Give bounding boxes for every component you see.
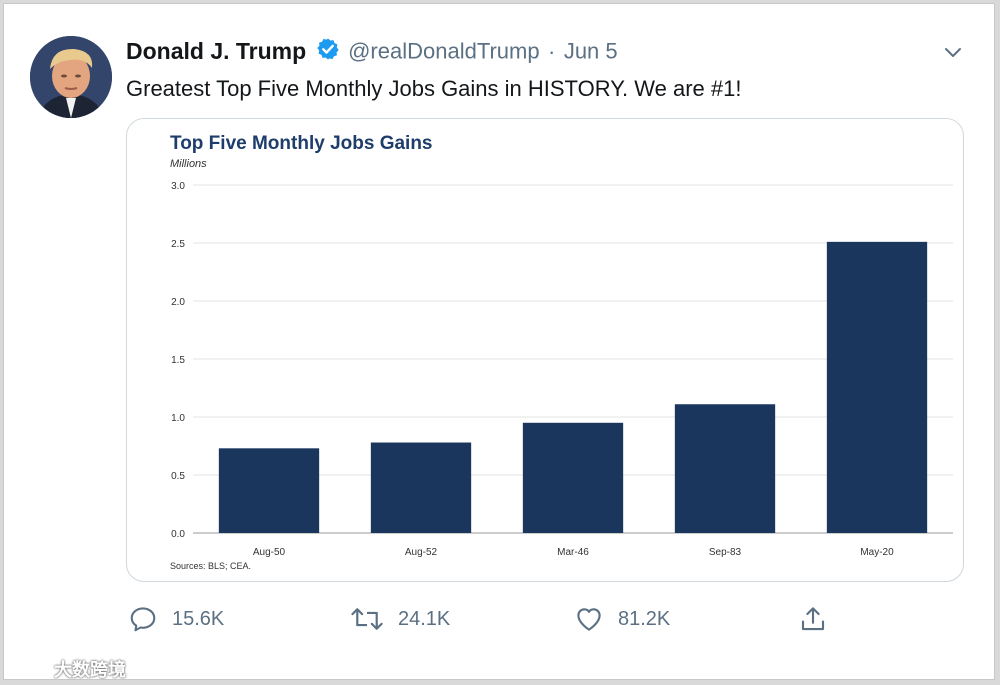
share-button[interactable] bbox=[798, 601, 828, 637]
retweet-count: 24.1K bbox=[398, 607, 451, 630]
user-handle[interactable]: @realDonaldTrump bbox=[348, 38, 540, 64]
chart-source: Sources: BLS; CEA. bbox=[170, 561, 252, 571]
share-icon bbox=[801, 607, 825, 631]
tweet-date[interactable]: Jun 5 bbox=[563, 38, 618, 64]
x-tick-label: Aug-52 bbox=[405, 547, 438, 558]
y-tick-label: 2.0 bbox=[171, 297, 185, 308]
watermark: 大数跨境 bbox=[12, 656, 126, 680]
retweet-button[interactable]: 24.1K bbox=[350, 601, 450, 637]
bar-aug-50 bbox=[218, 448, 320, 533]
bar-may-20 bbox=[826, 241, 928, 533]
tweet-actions: 15.6K 24.1K 81.2K bbox=[4, 601, 994, 641]
tweet-text: Greatest Top Five Monthly Jobs Gains in … bbox=[126, 76, 742, 101]
verified-badge-icon bbox=[316, 37, 340, 66]
reply-count: 15.6K bbox=[172, 607, 225, 630]
x-tick-label: Aug-50 bbox=[253, 547, 286, 558]
y-tick-label: 0.0 bbox=[171, 529, 185, 540]
y-tick-label: 3.0 bbox=[171, 181, 185, 192]
chart-y-unit: Millions bbox=[170, 158, 207, 170]
retweet-icon bbox=[351, 608, 383, 630]
x-tick-label: May-20 bbox=[860, 547, 894, 558]
chart-title: Top Five Monthly Jobs Gains bbox=[170, 133, 433, 154]
display-name[interactable]: Donald J. Trump bbox=[126, 38, 307, 64]
like-count: 81.2K bbox=[618, 607, 671, 630]
reply-button[interactable]: 15.6K bbox=[128, 601, 224, 637]
x-tick-label: Mar-46 bbox=[557, 547, 589, 558]
tweet-header: Donald J. Trump @realDonaldTrump · Jun 5 bbox=[126, 37, 618, 66]
y-tick-label: 2.5 bbox=[171, 239, 185, 250]
chart-card[interactable]: 0.0 0.5 1.0 1.5 2.0 2.5 3.0 Aug-50 Aug-52 Mar-46 S… bbox=[126, 118, 964, 582]
header-separator: · bbox=[548, 38, 556, 64]
bar-mar-46 bbox=[522, 422, 624, 533]
like-button[interactable]: 81.2K bbox=[574, 601, 670, 637]
avatar-image bbox=[30, 36, 112, 118]
avatar[interactable] bbox=[30, 36, 112, 118]
y-tick-label: 1.0 bbox=[171, 413, 185, 424]
y-tick-label: 1.5 bbox=[171, 355, 185, 366]
bar-aug-52 bbox=[370, 442, 472, 533]
watermark-logo-icon bbox=[15, 659, 49, 679]
bar-chart: 0.0 0.5 1.0 1.5 2.0 2.5 3.0 Aug-50 Aug-52 Mar-46 S… bbox=[171, 181, 953, 558]
reply-icon bbox=[130, 607, 156, 632]
x-tick-label: Sep-83 bbox=[709, 547, 742, 558]
watermark-text: 大数跨境 bbox=[54, 660, 126, 680]
screenshot-frame: Donald J. Trump @realDonaldTrump · Jun 5… bbox=[3, 3, 995, 680]
more-options-chevron-down-icon[interactable] bbox=[942, 42, 964, 69]
bar-sep-83 bbox=[674, 404, 776, 533]
heart-icon bbox=[577, 608, 601, 631]
y-tick-label: 0.5 bbox=[171, 471, 185, 482]
